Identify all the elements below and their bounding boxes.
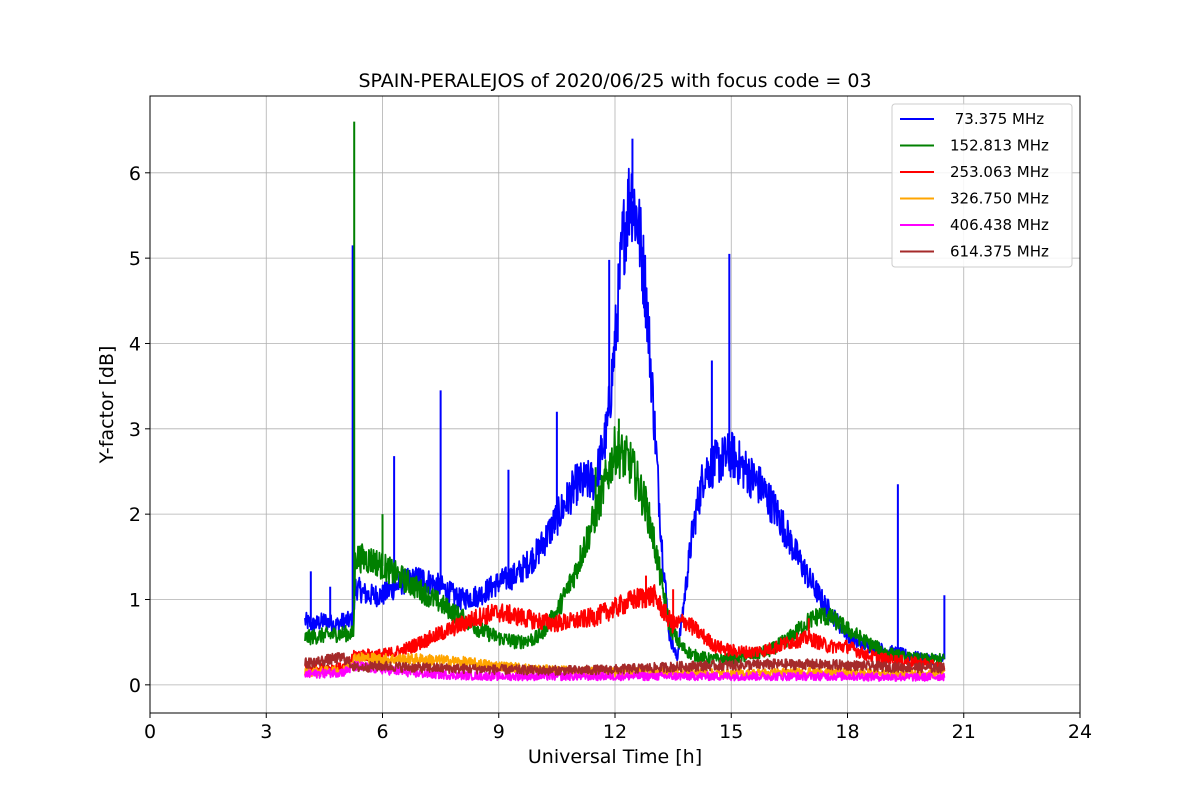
y-tick-label: 0 [129, 675, 141, 697]
legend-entry-label: 406.438 MHz [950, 216, 1049, 234]
legend-entry-label: 73.375 MHz [950, 110, 1044, 128]
x-tick-label: 21 [952, 721, 976, 743]
series-layer [304, 121, 946, 682]
y-tick-label: 4 [129, 333, 141, 355]
x-tick-label: 0 [144, 721, 156, 743]
y-tick-label: 1 [129, 589, 141, 611]
legend-entry-label: 253.063 MHz [950, 163, 1049, 181]
legend-entry-label: 326.750 MHz [950, 190, 1049, 208]
chart-title: SPAIN-PERALEJOS of 2020/06/25 with focus… [358, 70, 871, 92]
series-line-1 [304, 426, 946, 666]
x-tick-label: 24 [1068, 721, 1092, 743]
legend-entry-label: 152.813 MHz [950, 137, 1049, 155]
x-axis-label: Universal Time [h] [528, 746, 702, 768]
x-tick-label: 18 [835, 721, 859, 743]
series-line-5 [304, 652, 946, 676]
legend-box [891, 103, 1073, 268]
x-tick-label: 9 [493, 721, 505, 743]
x-tick-label: 12 [603, 721, 627, 743]
y-tick-label: 5 [129, 248, 141, 270]
x-tick-label: 6 [376, 721, 388, 743]
y-tick-label: 3 [129, 419, 141, 441]
y-axis-label: Y-factor [dB] [96, 346, 118, 465]
y-tick-label: 2 [129, 504, 141, 526]
x-tick-label: 15 [719, 721, 743, 743]
legend-entry-label: 614.375 MHz [950, 243, 1049, 261]
x-tick-label: 3 [260, 721, 272, 743]
y-tick-label: 6 [129, 163, 141, 185]
series-line-2 [304, 584, 946, 674]
legend: 73.375 MHz 152.813 MHz 253.063 MHz 326.750 … [891, 103, 1073, 268]
